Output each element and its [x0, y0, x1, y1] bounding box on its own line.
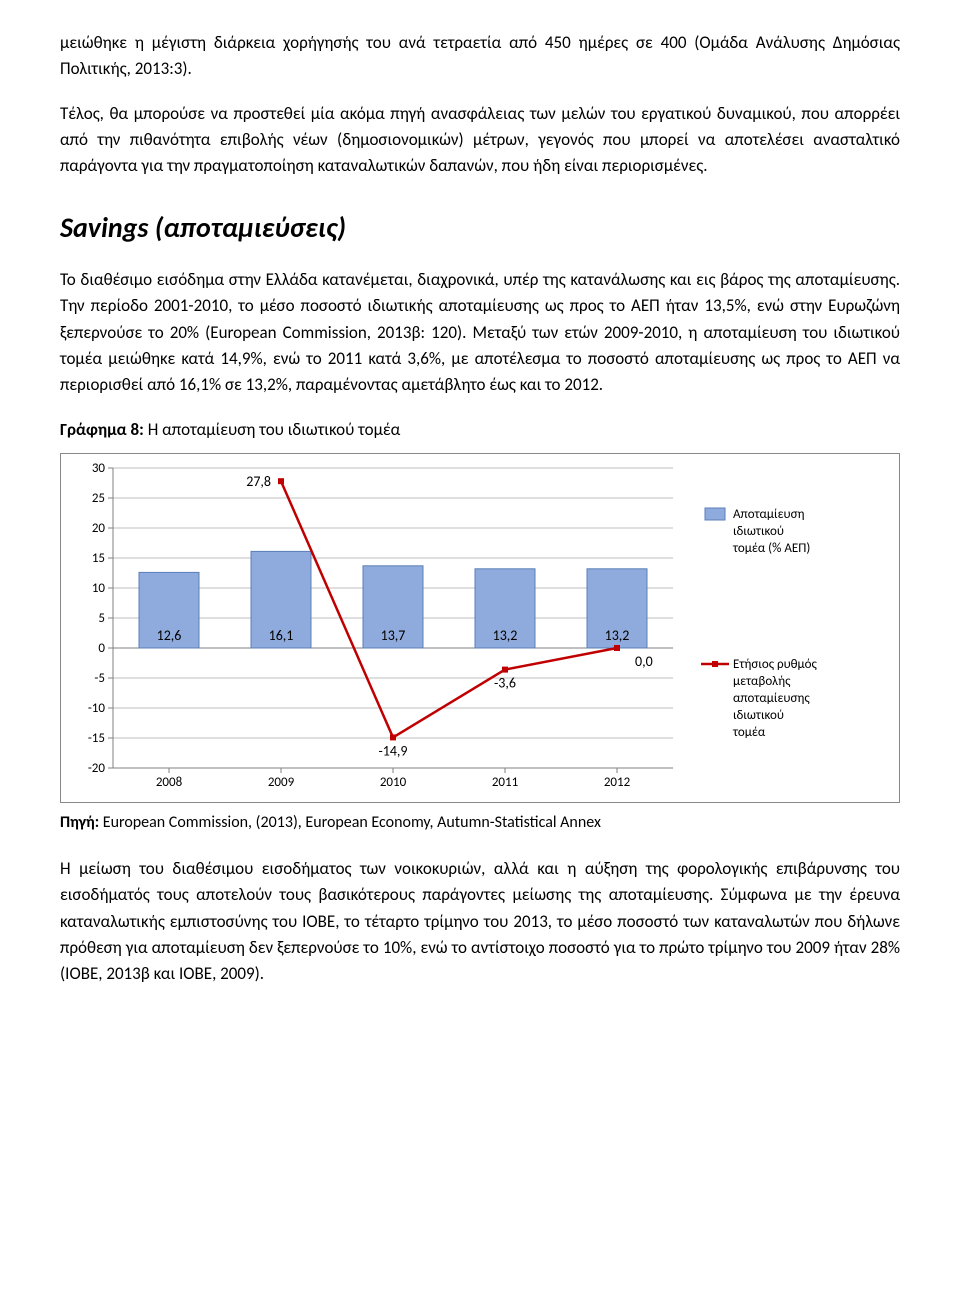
svg-text:-10: -10: [88, 701, 106, 716]
svg-text:αποταμίευσης: αποταμίευσης: [733, 691, 810, 706]
svg-text:13,7: 13,7: [381, 627, 406, 644]
svg-text:-5: -5: [94, 671, 105, 686]
svg-text:2010: 2010: [380, 775, 407, 790]
svg-text:15: 15: [92, 551, 105, 566]
svg-text:τομέα (% ΑΕΠ): τομέα (% ΑΕΠ): [732, 541, 810, 556]
paragraph-closing: Η μείωση του διαθέσιμου εισοδήματος των …: [60, 856, 900, 988]
svg-text:Ετήσιος ρυθμός: Ετήσιος ρυθμός: [733, 657, 817, 672]
svg-text:13,2: 13,2: [605, 627, 630, 644]
svg-text:μεταβολής: μεταβολής: [733, 674, 791, 689]
svg-text:5: 5: [98, 611, 105, 626]
figure-8-source-text: European Commission, (2013), European Ec…: [99, 813, 601, 832]
svg-text:27,8: 27,8: [246, 473, 271, 490]
svg-text:Αποταμίευση: Αποταμίευση: [733, 507, 804, 522]
svg-text:25: 25: [92, 491, 105, 506]
svg-text:-3,6: -3,6: [494, 675, 516, 692]
paragraph-intro-1: μειώθηκε η μέγιστη διάρκεια χορήγησής το…: [60, 30, 900, 83]
figure-8-chart-container: -20 -15 -10 -5 0 5 10 15 20 25 30 12,6 16,1 13,7 13,2 1…: [60, 453, 900, 803]
figure-8-source: Πηγή: European Commission, (2013), Europ…: [60, 811, 900, 836]
svg-text:2011: 2011: [492, 775, 518, 790]
svg-text:30: 30: [92, 461, 106, 476]
svg-text:-14,9: -14,9: [378, 743, 407, 760]
svg-text:τομέα: τομέα: [732, 725, 766, 740]
svg-text:0,0: 0,0: [635, 653, 653, 670]
svg-text:12,6: 12,6: [157, 627, 182, 644]
svg-text:-20: -20: [88, 761, 106, 776]
svg-text:ιδιωτικού: ιδιωτικού: [733, 524, 784, 539]
svg-text:-15: -15: [88, 731, 105, 746]
section-heading-savings: Savings (αποταμιεύσεις): [60, 206, 900, 249]
paragraph-savings-body: Το διαθέσιμο εισόδημα στην Ελλάδα κατανέ…: [60, 267, 900, 399]
svg-text:13,2: 13,2: [493, 627, 518, 644]
figure-8-label-text: Η αποταμίευση του ιδιωτικού τομέα: [144, 419, 400, 440]
svg-text:2008: 2008: [156, 775, 183, 790]
svg-text:2009: 2009: [268, 775, 295, 790]
svg-text:2012: 2012: [604, 775, 631, 790]
svg-text:16,1: 16,1: [269, 627, 294, 644]
svg-text:10: 10: [92, 581, 106, 596]
svg-text:ιδιωτικού: ιδιωτικού: [733, 708, 784, 723]
figure-8-chart: -20 -15 -10 -5 0 5 10 15 20 25 30 12,6 16,1 13,7 13,2 1…: [65, 458, 895, 798]
paragraph-intro-2: Τέλος, θα μπορούσε να προστεθεί μία ακόμ…: [60, 101, 900, 180]
figure-8-source-bold: Πηγή:: [60, 813, 99, 832]
svg-text:0: 0: [98, 641, 105, 656]
figure-8-label-bold: Γράφημα 8:: [60, 419, 144, 440]
svg-text:20: 20: [92, 521, 106, 536]
figure-8-label: Γράφημα 8: Η αποταμίευση του ιδιωτικού τ…: [60, 417, 900, 443]
